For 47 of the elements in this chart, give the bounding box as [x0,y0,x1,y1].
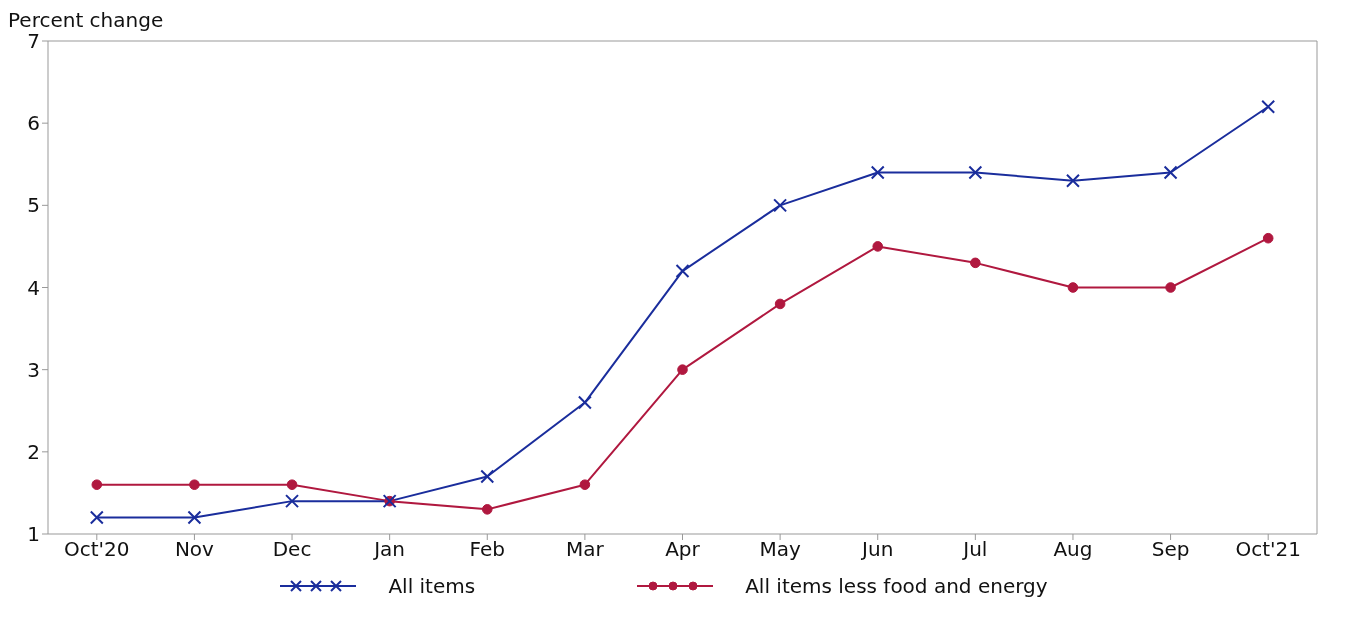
point [579,479,591,490]
y-tick-label: 2 [27,439,40,464]
point [577,395,592,410]
point [286,479,298,490]
point [91,479,103,490]
x-tick-label: Jun [860,537,894,562]
point [481,504,493,515]
point [1163,165,1178,180]
point [89,510,104,525]
point [773,198,788,213]
y-tick-label: 3 [27,357,40,382]
point [677,364,688,375]
x-tick-label: Jul [961,537,988,562]
legend-label: All items [388,574,476,598]
x-tick-label: Feb [469,537,505,562]
y-tick-label: 7 [27,29,40,54]
point [1067,282,1079,293]
x-tick-label: Mar [566,537,605,562]
legend-label: All items less food and energy [745,574,1048,598]
y-tick-label: 6 [27,111,40,136]
y-tick-label: 4 [27,275,40,300]
y-axis-title: Percent change [8,8,164,32]
point [480,469,495,484]
x-tick-label: Oct'21 [1235,537,1301,562]
point [189,479,200,490]
point [285,494,300,509]
point [872,241,884,252]
point [187,510,202,525]
x-tick-label: Sep [1151,537,1190,562]
x-tick-label: Oct'20 [64,537,130,562]
point [675,264,690,279]
point [774,298,786,310]
point [870,165,885,180]
point [1261,99,1276,114]
x-tick-label: Apr [665,537,701,562]
point [968,165,983,180]
x-tick-label: Nov [174,537,215,562]
x-tick-label: Jan [372,537,406,562]
point [1065,173,1080,188]
x-tick-label: Aug [1053,537,1093,562]
point [970,257,981,269]
x-tick-label: May [759,537,801,562]
y-tick-label: 1 [27,522,40,547]
point [1165,282,1176,293]
x-tick-label: Dec [272,537,312,562]
point [1262,232,1274,244]
y-tick-label: 5 [27,193,40,218]
